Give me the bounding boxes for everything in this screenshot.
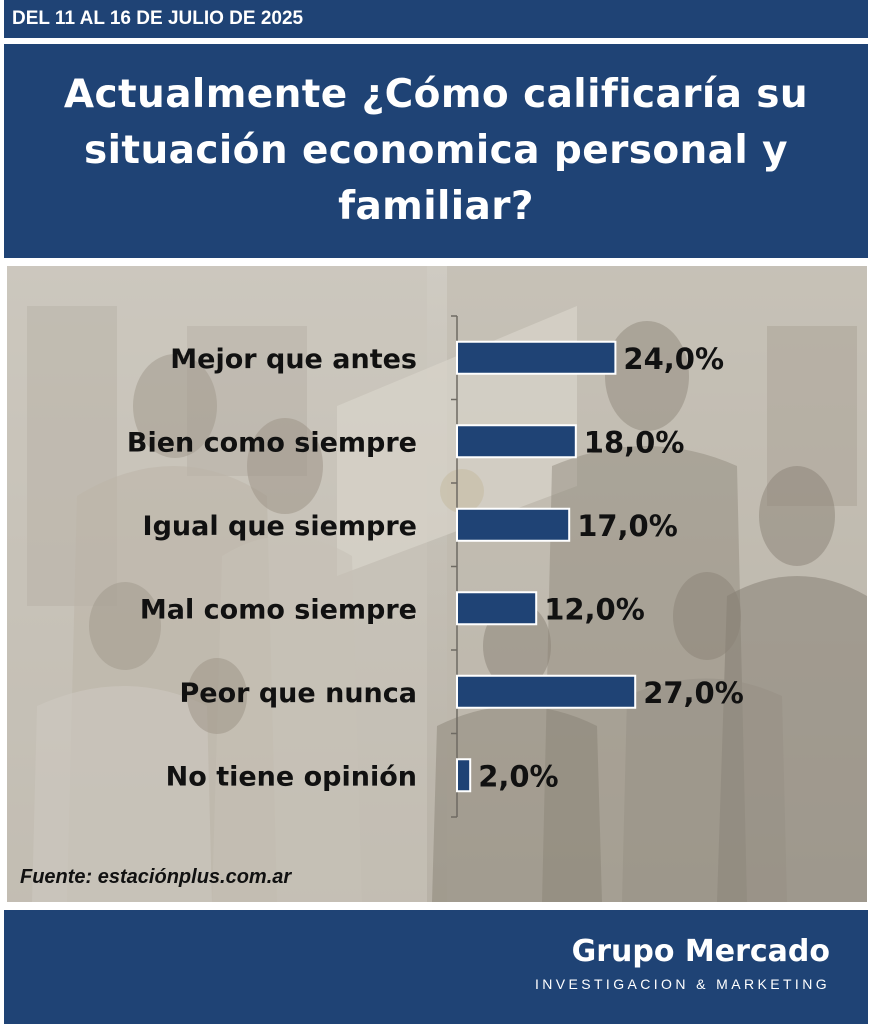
bar [456, 758, 472, 793]
background-photo [7, 266, 867, 902]
question-banner: Actualmente ¿Cómo calificaría su situaci… [4, 44, 868, 258]
bar-chart: Mejor que antes 24,0% Bien como siempre 18,… [127, 315, 744, 818]
brand-name: Grupo Mercado [571, 934, 830, 969]
date-range-banner: DEL 11 AL 16 DE JULIO DE 2025 [4, 0, 868, 38]
chart-area: Mejor que antes 24,0% Bien como siempre 18,… [7, 266, 867, 902]
category-label: Mal como siempre [140, 594, 417, 625]
bar [456, 674, 637, 709]
category-label: No tiene opinión [166, 761, 417, 792]
source-note: Fuente: estaciónplus.com.ar [20, 866, 292, 888]
category-label: Bien como siempre [127, 427, 417, 458]
bar [456, 424, 577, 459]
category-label: Peor que nunca [179, 678, 417, 709]
date-range-text: DEL 11 AL 16 DE JULIO DE 2025 [12, 8, 304, 29]
category-label: Mejor que antes [170, 344, 417, 375]
bar [456, 507, 571, 542]
data-label: 27,0% [643, 676, 744, 710]
data-label: 12,0% [544, 592, 645, 626]
brand-tagline: INVESTIGACION & MARKETING [534, 976, 830, 992]
data-label: 2,0% [478, 759, 558, 793]
bar [456, 591, 538, 626]
bar [456, 340, 617, 375]
data-label: 17,0% [577, 509, 678, 543]
footer-banner: Grupo Mercado INVESTIGACION & MARKETING [4, 910, 868, 1024]
data-label: 24,0% [623, 342, 724, 376]
question-title: Actualmente ¿Cómo calificaría su situaci… [63, 72, 809, 229]
category-label: Igual que siempre [143, 511, 417, 542]
data-label: 18,0% [584, 425, 685, 459]
